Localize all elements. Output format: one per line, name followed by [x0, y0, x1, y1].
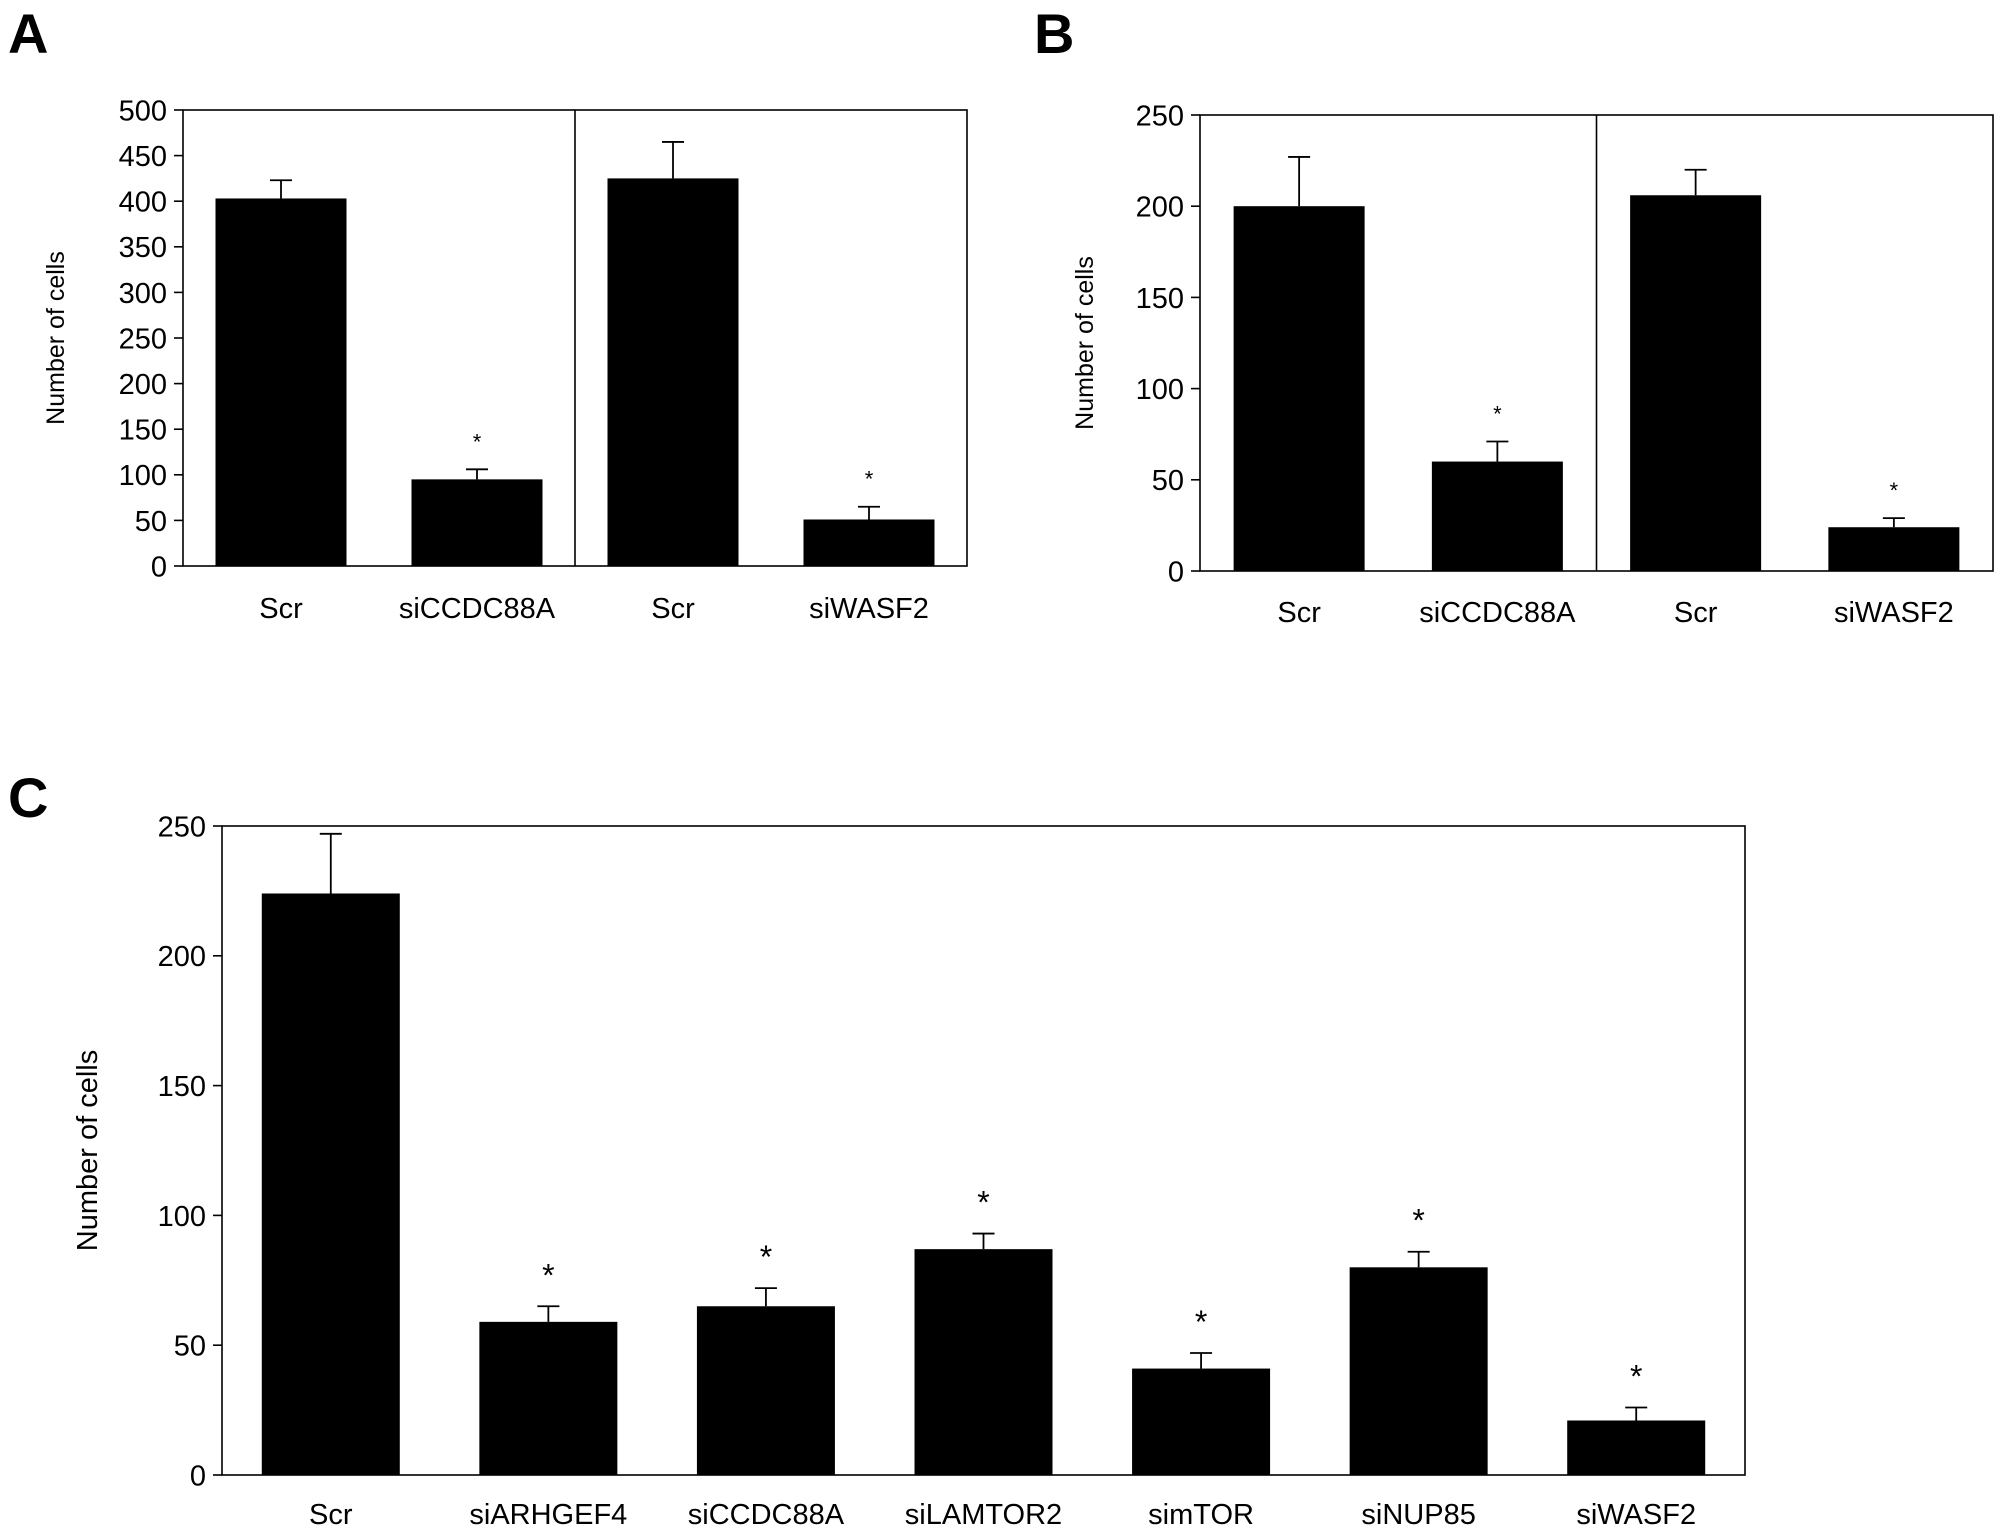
panel-c-x-category-label: siLAMTOR2: [905, 1499, 1062, 1531]
panel-a-significance-marker: *: [473, 429, 482, 454]
panel-a-y-tick-label: 500: [119, 95, 167, 127]
panel-a-bar: [215, 198, 347, 567]
panel-a-y-tick-label: 400: [119, 187, 167, 219]
panel-a-x-category-label: Scr: [259, 593, 303, 625]
panel-c-x-category-label: simTOR: [1148, 1499, 1254, 1531]
panel-a-bar: [411, 479, 543, 566]
panel-label-a: A: [8, 2, 49, 65]
panel-c-significance-marker: *: [1630, 1359, 1642, 1395]
panel-c-y-axis-label: Number of cells: [72, 1050, 104, 1251]
panel-b-x-category-label: siWASF2: [1834, 597, 1954, 629]
panel-a-y-tick-label: 100: [119, 460, 167, 492]
panel-b-y-tick-label: 200: [1136, 192, 1184, 224]
panel-c-significance-marker: *: [760, 1239, 772, 1275]
panel-c-bar: [1349, 1267, 1488, 1475]
panel-a-y-tick-label: 300: [119, 278, 167, 310]
panel-a-y-tick-label: 150: [119, 415, 167, 447]
panel-b-y-tick-label: 100: [1136, 374, 1184, 406]
panel-c-x-category-label: siCCDC88A: [688, 1499, 845, 1531]
panel-b-x-category-label: siCCDC88A: [1419, 597, 1576, 629]
panel-b-x-category-label: Scr: [1277, 597, 1321, 629]
panel-a-y-tick-label: 450: [119, 141, 167, 173]
panel-c-bar: [1567, 1420, 1706, 1475]
panel-a-x-category-label: Scr: [651, 593, 695, 625]
panel-c-y-tick-label: 50: [174, 1331, 206, 1363]
panel-b-bar: [1431, 461, 1563, 571]
panel-b-bar: [1630, 195, 1762, 572]
panel-c-significance-marker: *: [977, 1185, 989, 1221]
panel-c-y-tick-label: 150: [158, 1071, 206, 1103]
panel-a-y-axis-label: Number of cells: [42, 251, 70, 425]
panel-c-bar: [914, 1249, 1053, 1475]
panel-a-bar: [607, 178, 739, 566]
panel-b-bar: [1828, 527, 1960, 571]
panel-label-c: C: [8, 766, 49, 829]
panel-b-significance-marker: *: [1890, 478, 1899, 503]
panel-a-y-tick-label: 250: [119, 323, 167, 355]
panel-a-x-category-label: siCCDC88A: [399, 593, 556, 625]
panel-c-y-tick-label: 0: [190, 1460, 206, 1492]
panel-c-significance-marker: *: [1195, 1304, 1207, 1340]
panel-a-y-tick-label: 200: [119, 369, 167, 401]
panel-c-x-category-label: siARHGEF4: [469, 1499, 627, 1531]
panel-b-y-tick-label: 150: [1136, 283, 1184, 315]
panel-a-bar: [803, 519, 935, 566]
panel-c-y-tick-label: 250: [158, 811, 206, 843]
panel-c-bar: [696, 1306, 835, 1475]
panel-b-bar: [1233, 206, 1365, 571]
panel-a-y-tick-label: 50: [135, 506, 167, 538]
panel-b-significance-marker: *: [1493, 401, 1502, 426]
panel-b-y-tick-label: 50: [1152, 465, 1184, 497]
panel-c-significance-marker: *: [542, 1257, 554, 1293]
panel-b-y-tick-label: 0: [1168, 556, 1184, 588]
panel-c-x-category-label: siNUP85: [1361, 1499, 1475, 1531]
panel-c-significance-marker: *: [1412, 1203, 1424, 1239]
panel-c-x-category-label: siWASF2: [1576, 1499, 1696, 1531]
panel-b-y-tick-label: 250: [1136, 100, 1184, 132]
panel-b-x-category-label: Scr: [1674, 597, 1718, 629]
panel-c-bar: [479, 1321, 618, 1475]
panel-c-y-tick-label: 100: [158, 1201, 206, 1233]
panel-a-y-tick-label: 350: [119, 232, 167, 264]
panel-c-bar: [261, 893, 400, 1475]
panel-a-significance-marker: *: [865, 467, 874, 492]
panel-b-y-axis-label: Number of cells: [1071, 256, 1099, 430]
panel-c-x-category-label: Scr: [309, 1499, 353, 1531]
panel-c-y-tick-label: 200: [158, 941, 206, 973]
panel-a-x-category-label: siWASF2: [809, 593, 929, 625]
panel-c-bar: [1132, 1368, 1271, 1475]
panel-label-b: B: [1034, 2, 1075, 65]
panel-a-y-tick-label: 0: [151, 551, 167, 583]
